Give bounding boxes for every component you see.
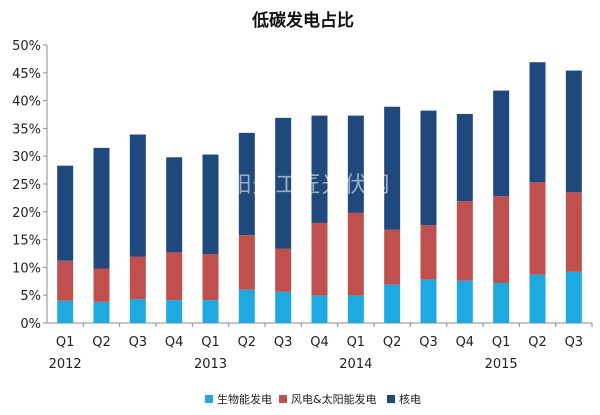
bar-segment-wind-solar	[93, 268, 110, 302]
bar-segment-nuclear	[384, 106, 401, 230]
x-year-label: 2014	[339, 357, 372, 372]
legend-label: 风电&太阳能发电	[291, 392, 377, 406]
bar-segment-wind-solar	[493, 196, 510, 283]
bar-segment-nuclear	[275, 117, 292, 249]
x-tick-label: Q3	[129, 335, 148, 350]
y-tick-label: 40%	[12, 95, 41, 110]
bar-segment-biomass	[311, 295, 328, 323]
bar-segment-nuclear	[166, 157, 183, 253]
bar-segment-wind-solar	[238, 235, 255, 290]
bar-segment-wind-solar	[202, 254, 219, 301]
bar-segment-nuclear	[529, 62, 546, 183]
bar-segment-wind-solar	[565, 192, 582, 272]
bar-segment-biomass	[493, 282, 510, 323]
bar-segment-biomass	[129, 299, 146, 323]
bar-segment-nuclear	[93, 147, 110, 269]
x-tick-label: Q2	[92, 335, 111, 350]
x-tick-label: Q4	[310, 335, 329, 350]
legend-label: 生物能发电	[217, 392, 272, 406]
x-year-label: 2013	[194, 357, 227, 372]
bar-segment-biomass	[347, 295, 364, 323]
x-tick-label: Q1	[347, 335, 366, 350]
y-tick-label: 30%	[12, 150, 41, 165]
x-tick-label: Q3	[274, 335, 293, 350]
bar-segment-nuclear	[493, 90, 510, 197]
bar-segment-nuclear	[57, 165, 74, 261]
bar-segment-wind-solar	[129, 256, 146, 300]
x-tick-label: Q2	[528, 335, 547, 350]
bar-segment-wind-solar	[384, 229, 401, 285]
y-tick-label: 10%	[12, 261, 41, 276]
y-tick-label: 0%	[20, 317, 41, 332]
x-tick-label: Q4	[456, 335, 475, 350]
bar-segment-biomass	[275, 291, 292, 323]
x-year-label: 2015	[485, 357, 518, 372]
x-tick-label: Q2	[238, 335, 257, 350]
y-tick-label: 20%	[12, 206, 41, 221]
bar-segment-wind-solar	[275, 248, 292, 292]
x-tick-label: Q2	[383, 335, 402, 350]
x-tick-label: Q1	[201, 335, 220, 350]
bar-segment-biomass	[93, 301, 110, 323]
bar-segment-wind-solar	[347, 212, 364, 296]
legend-swatch	[279, 395, 287, 403]
legend-label: 核电	[399, 392, 421, 406]
y-tick-label: 45%	[12, 67, 41, 82]
bar-segment-biomass	[420, 279, 437, 323]
bar-segment-nuclear	[129, 134, 146, 257]
bars	[57, 62, 582, 323]
bar-segment-biomass	[166, 300, 183, 323]
bar-segment-nuclear	[202, 154, 219, 255]
x-year-label: 2012	[49, 357, 82, 372]
bar-segment-biomass	[202, 300, 219, 323]
bar-segment-biomass	[565, 271, 582, 323]
x-tick-label: Q1	[492, 335, 511, 350]
bar-segment-wind-solar	[311, 222, 328, 296]
bar-segment-biomass	[238, 289, 255, 323]
bar-segment-biomass	[529, 274, 546, 323]
bar-segment-wind-solar	[420, 225, 437, 280]
watermark-text: 阳光工匠光伏网	[229, 173, 390, 198]
bar-segment-wind-solar	[529, 182, 546, 275]
chart-title: 低碳发电占比	[251, 10, 354, 31]
bar-segment-biomass	[384, 284, 401, 323]
bar-segment-nuclear	[420, 110, 437, 226]
axis-labels: Q1 Q2 Q3 Q4 Q1 Q2 Q3 Q4 Q1 Q2 Q3 Q4 Q1 Q2 Q3 2012 2013 20…	[49, 335, 583, 372]
y-tick-label: 5%	[20, 289, 41, 304]
bar-segment-biomass	[456, 280, 473, 323]
x-tick-label: Q4	[165, 335, 184, 350]
axes: 0% 5% 10% 15% 20% 25% 30% 35% 40% 45% 50%	[12, 39, 593, 332]
x-tick-label: Q3	[419, 335, 438, 350]
y-tick-label: 50%	[12, 39, 41, 54]
legend-swatch	[387, 395, 395, 403]
bar-segment-wind-solar	[166, 252, 183, 301]
legend-swatch	[205, 395, 213, 403]
y-tick-label: 35%	[12, 122, 41, 137]
bar-segment-nuclear	[456, 113, 473, 202]
y-tick-label: 25%	[12, 178, 41, 193]
bar-segment-wind-solar	[57, 260, 74, 301]
bar-segment-nuclear	[565, 70, 582, 193]
x-tick-label: Q3	[565, 335, 584, 350]
y-tick-label: 15%	[12, 234, 41, 249]
bar-segment-wind-solar	[456, 201, 473, 281]
bar-segment-nuclear	[238, 132, 255, 236]
bar-segment-nuclear	[311, 115, 328, 223]
legend: 生物能发电 风电&太阳能发电 核电	[205, 392, 421, 406]
bar-segment-nuclear	[347, 115, 364, 213]
bar-segment-biomass	[57, 300, 74, 323]
x-tick-label: Q1	[56, 335, 75, 350]
